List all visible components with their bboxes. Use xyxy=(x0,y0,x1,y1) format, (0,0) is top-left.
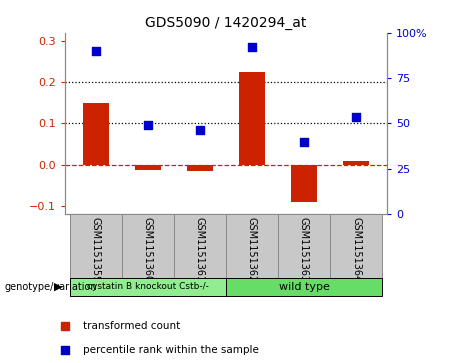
Text: genotype/variation: genotype/variation xyxy=(5,282,97,292)
Point xyxy=(196,127,204,132)
Bar xyxy=(330,214,382,278)
Bar xyxy=(83,103,109,165)
Text: ▶: ▶ xyxy=(54,282,62,292)
Point xyxy=(352,114,360,120)
Text: GSM1151361: GSM1151361 xyxy=(195,217,205,282)
Text: GSM1151362: GSM1151362 xyxy=(247,217,257,283)
Title: GDS5090 / 1420294_at: GDS5090 / 1420294_at xyxy=(145,16,307,30)
Text: GSM1151360: GSM1151360 xyxy=(143,217,153,282)
Bar xyxy=(174,214,226,278)
Text: GSM1151359: GSM1151359 xyxy=(91,217,101,283)
Text: percentile rank within the sample: percentile rank within the sample xyxy=(83,345,259,355)
Point xyxy=(92,48,100,54)
Point xyxy=(61,347,68,353)
Bar xyxy=(291,165,317,202)
Bar xyxy=(226,278,382,296)
Text: GSM1151364: GSM1151364 xyxy=(351,217,361,282)
Text: cystatin B knockout Cstb-/-: cystatin B knockout Cstb-/- xyxy=(87,282,209,291)
Point xyxy=(248,44,255,50)
Text: transformed count: transformed count xyxy=(83,321,180,331)
Text: GSM1151363: GSM1151363 xyxy=(299,217,309,282)
Bar xyxy=(239,72,265,165)
Bar xyxy=(226,214,278,278)
Point xyxy=(144,123,152,129)
Point xyxy=(300,139,307,145)
Bar xyxy=(122,214,174,278)
Bar xyxy=(187,165,213,171)
Bar xyxy=(135,165,161,170)
Bar xyxy=(70,278,226,296)
Bar xyxy=(278,214,330,278)
Bar xyxy=(343,160,369,165)
Point xyxy=(61,323,68,329)
Text: wild type: wild type xyxy=(278,282,330,292)
Bar xyxy=(70,214,122,278)
